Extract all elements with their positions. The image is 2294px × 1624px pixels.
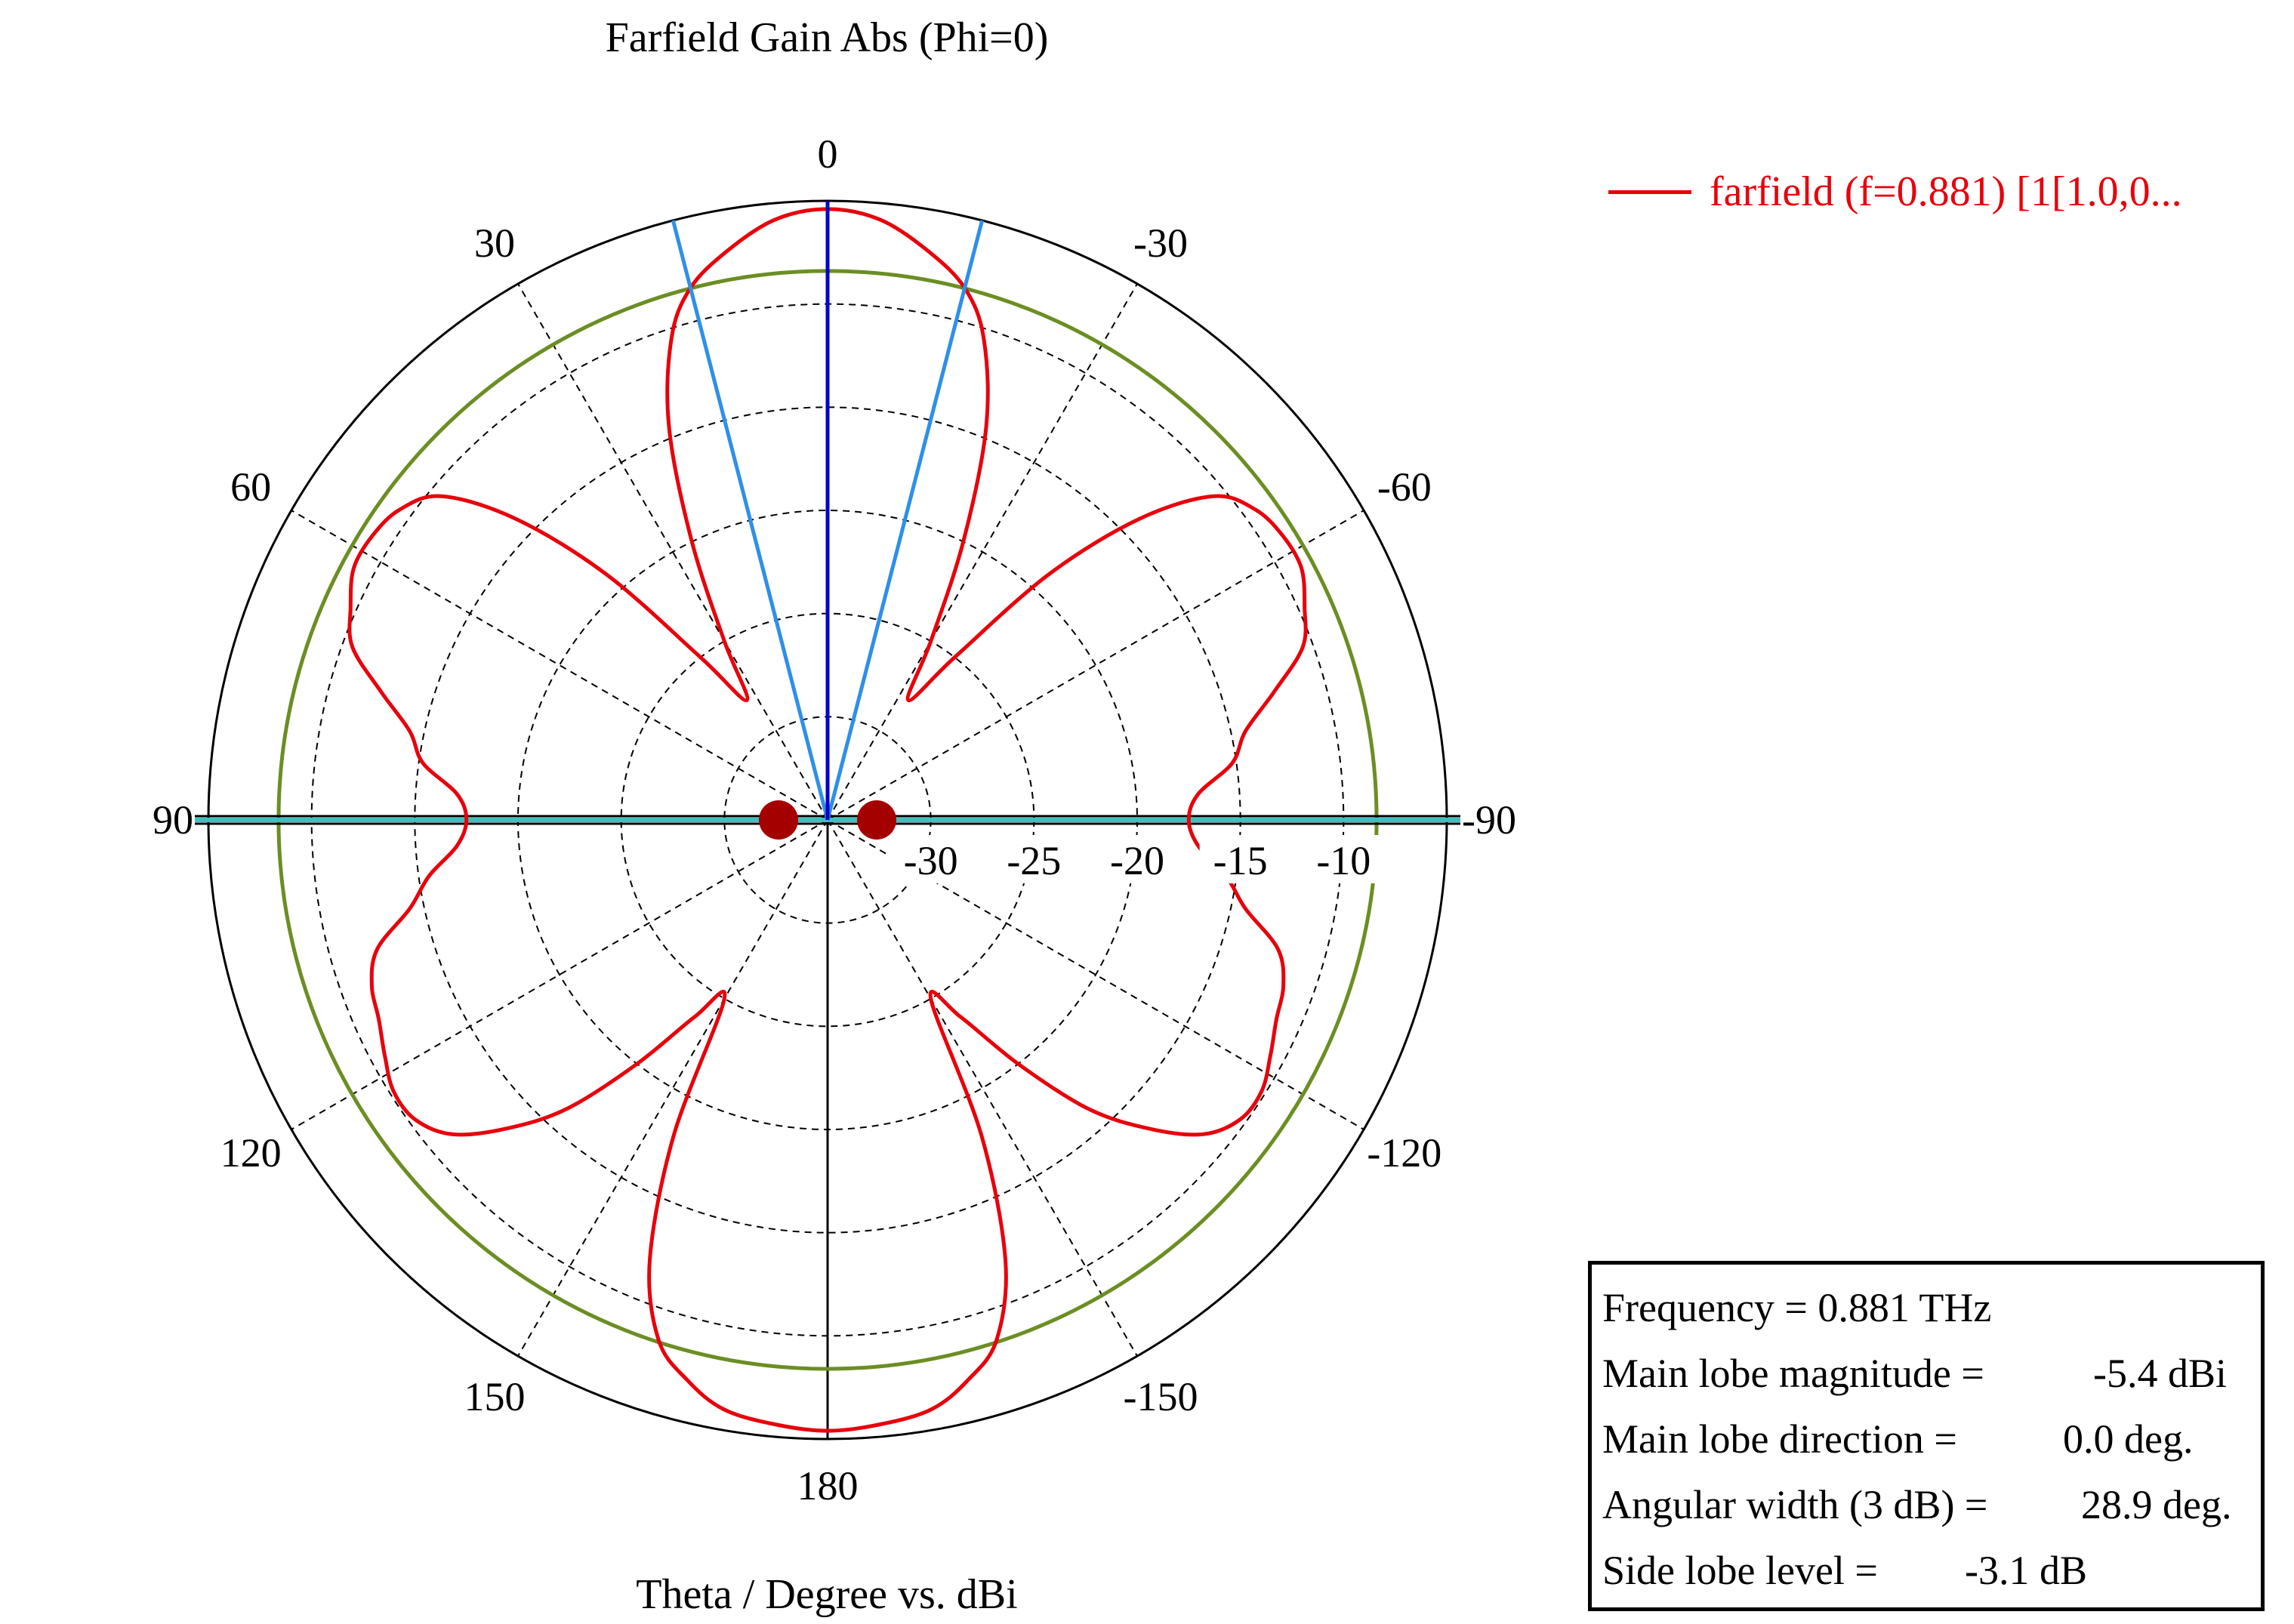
angle-tick-label: -150 [1124,1374,1198,1419]
info-frequency: Frequency = 0.881 THz [1602,1285,1992,1330]
radial-tick-label: -15 [1213,838,1268,883]
angle-tick-label: -90 [1462,797,1516,843]
info-value: -3.1 dB [1965,1548,2087,1593]
grid-spoke [517,819,828,1357]
farfield-info-box: Frequency = 0.881 THz Main lobe magnitud… [1588,1261,2265,1611]
legend: farfield (f=0.881) [1[1.0,0... [1608,168,2182,216]
info-value: 28.9 deg. [2081,1482,2232,1527]
info-label: Main lobe magnitude = [1602,1351,1984,1396]
radial-tick-label-bg [1096,835,1178,883]
info-row-frequency: Frequency = 0.881 THz [1602,1275,2261,1341]
angle-tick-label: 90 [153,797,193,843]
info-row-side-lobe-level: Side lobe level = -3.1 dB [1602,1538,2261,1604]
legend-swatch [1608,190,1691,194]
angle-tick-label: -120 [1367,1130,1441,1176]
radial-tick-label: -30 [904,838,958,883]
radial-tick-label-bg [993,835,1075,883]
legend-label: farfield (f=0.881) [1[1.0,0... [1710,168,2182,215]
angle-tick-label: -60 [1377,464,1432,510]
marker-dot [857,800,896,840]
marker-dot [759,800,798,840]
info-label: Side lobe level = [1602,1548,1878,1593]
info-value: 0.0 deg. [2063,1416,2194,1462]
radial-tick-label-bg [1303,835,1385,883]
angle-tick-label: 150 [464,1374,526,1419]
info-value: -5.4 dBi [2093,1351,2228,1396]
annotation-overlay [671,201,985,840]
series-layer [347,207,1308,1433]
angle-tick-label: 0 [818,131,838,177]
angle-tick-label: 60 [230,464,271,510]
info-label: Angular width (3 dB) = [1602,1482,1988,1527]
angle-tick-label: 30 [474,220,515,266]
beam-edge-line [671,220,830,821]
radial-tick-label-bg [1199,835,1281,883]
info-label: Main lobe direction = [1602,1416,1957,1462]
chart-title: Farfield Gain Abs (Phi=0) [605,14,1049,61]
info-row-angular-width: Angular width (3 dB) = 28.9 deg. [1602,1472,2261,1538]
radial-tick-label-bg [890,835,972,883]
beam-edge-line [825,220,985,821]
radial-tick-label: -10 [1316,838,1371,883]
tick-labels: 0 30 60 90 120 150 180 -30 -60 -90 -120 -150 -30 -25 -… [153,131,1516,1508]
grid-spoke [291,510,828,821]
pattern-curve [347,207,1308,1433]
info-row-main-lobe-magnitude: Main lobe magnitude = -5.4 dBi [1602,1341,2261,1407]
polar-plot: 0 30 60 90 120 150 180 -30 -60 -90 -120 -150 -30 -25 -… [153,131,1516,1508]
angle-tick-label: 120 [220,1130,282,1176]
grid-spoke [517,283,828,821]
x-axis-label: Theta / Degree vs. dBi [636,1571,1018,1618]
grid-spoke [827,510,1364,821]
radial-tick-label: -20 [1110,838,1164,883]
angle-tick-label: -30 [1133,220,1188,266]
angle-tick-label: 180 [797,1463,859,1508]
grid-spoke [827,283,1138,821]
radial-tick-label: -25 [1007,838,1061,883]
grid-spoke [827,819,1138,1357]
grid-spoke [291,819,828,1130]
info-row-main-lobe-direction: Main lobe direction = 0.0 deg. [1602,1407,2261,1472]
